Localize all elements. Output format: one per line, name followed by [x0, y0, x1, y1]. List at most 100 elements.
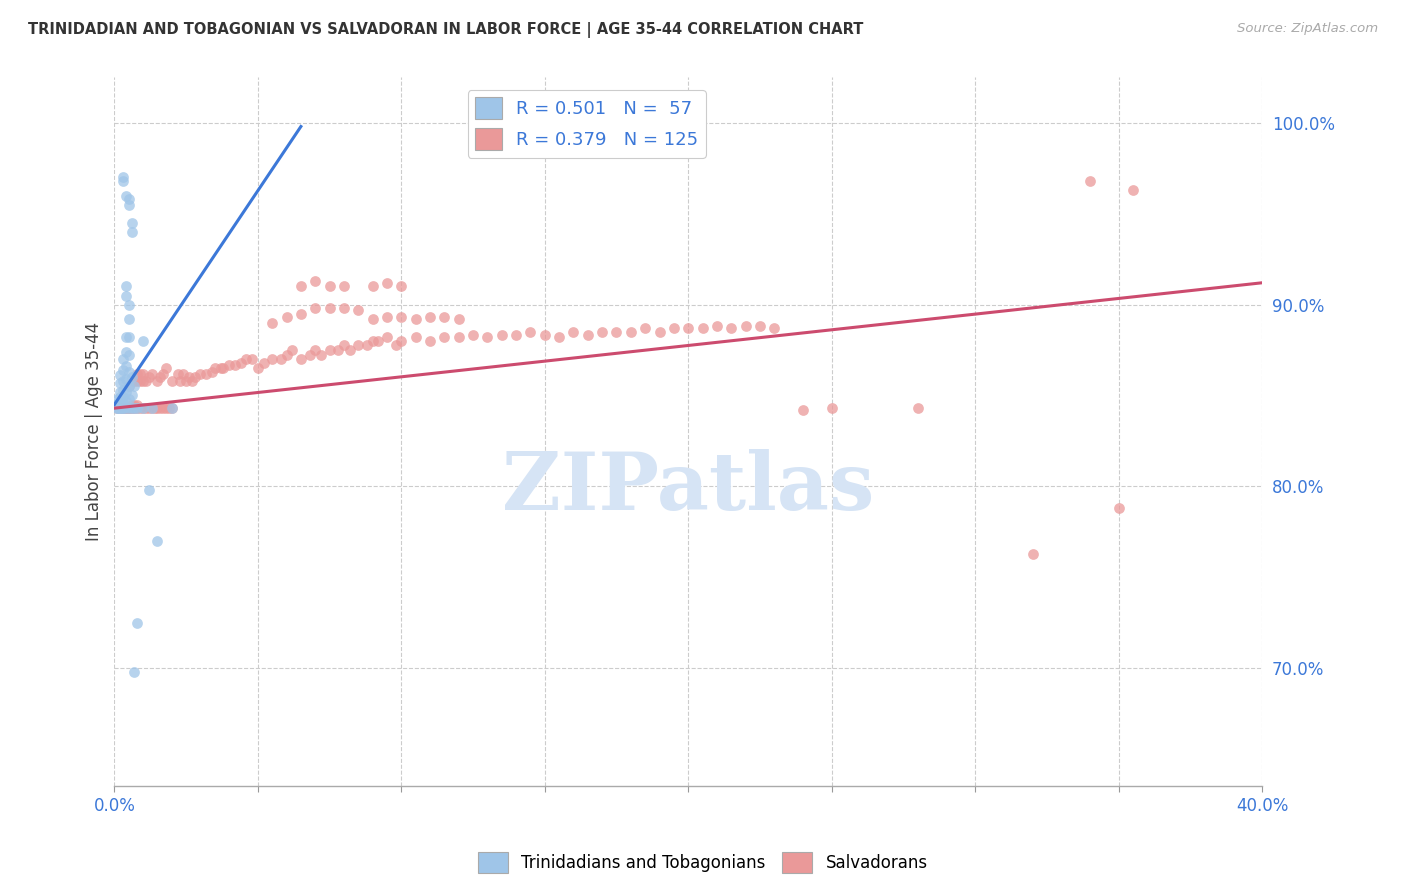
- Point: [127, 374, 149, 388]
- Point: [361, 312, 384, 326]
- Point: [270, 352, 292, 367]
- Point: [118, 365, 141, 379]
- Point: [115, 393, 138, 408]
- Point: [662, 321, 685, 335]
- Point: [115, 279, 138, 293]
- Point: [166, 367, 188, 381]
- Point: [135, 374, 157, 388]
- Point: [129, 367, 152, 381]
- Point: [105, 401, 128, 416]
- Point: [290, 279, 312, 293]
- Point: [115, 401, 138, 416]
- Point: [115, 359, 138, 374]
- Point: [121, 216, 143, 230]
- Point: [138, 401, 160, 416]
- Point: [132, 374, 155, 388]
- Point: [375, 330, 398, 344]
- Point: [146, 533, 169, 548]
- Point: [143, 401, 166, 416]
- Point: [333, 279, 356, 293]
- Point: [375, 310, 398, 325]
- Point: [1021, 547, 1043, 561]
- Point: [209, 361, 232, 376]
- Point: [262, 316, 284, 330]
- Point: [347, 337, 370, 351]
- Point: [1122, 183, 1144, 197]
- Point: [111, 401, 134, 416]
- Point: [108, 401, 131, 416]
- Point: [121, 388, 143, 402]
- Point: [132, 401, 155, 416]
- Legend: Trinidadians and Tobagonians, Salvadorans: Trinidadians and Tobagonians, Salvadoran…: [471, 846, 935, 880]
- Point: [1108, 501, 1130, 516]
- Point: [491, 328, 513, 343]
- Point: [1078, 174, 1101, 188]
- Point: [160, 401, 183, 416]
- Point: [405, 330, 427, 344]
- Point: [533, 328, 555, 343]
- Point: [339, 343, 361, 357]
- Point: [447, 312, 470, 326]
- Point: [124, 398, 146, 412]
- Point: [124, 379, 146, 393]
- Point: [361, 279, 384, 293]
- Point: [108, 376, 131, 390]
- Point: [155, 401, 177, 416]
- Point: [141, 367, 163, 381]
- Point: [201, 365, 224, 379]
- Point: [118, 401, 141, 416]
- Point: [127, 398, 149, 412]
- Point: [121, 225, 143, 239]
- Point: [172, 367, 194, 381]
- Point: [298, 349, 321, 363]
- Point: [108, 368, 131, 383]
- Point: [620, 325, 643, 339]
- Point: [318, 343, 340, 357]
- Point: [763, 321, 786, 335]
- Point: [111, 401, 134, 416]
- Point: [792, 403, 814, 417]
- Point: [262, 352, 284, 367]
- Point: [184, 370, 207, 384]
- Point: [548, 330, 571, 344]
- Point: [605, 325, 627, 339]
- Point: [127, 615, 149, 630]
- Point: [389, 279, 412, 293]
- Point: [433, 310, 456, 325]
- Point: [118, 379, 141, 393]
- Point: [195, 367, 218, 381]
- Point: [174, 374, 197, 388]
- Point: [333, 301, 356, 316]
- Point: [118, 379, 141, 393]
- Point: [124, 374, 146, 388]
- Text: ZIPatlas: ZIPatlas: [502, 450, 875, 527]
- Point: [447, 330, 470, 344]
- Point: [375, 276, 398, 290]
- Point: [149, 401, 172, 416]
- Point: [138, 370, 160, 384]
- Point: [124, 401, 146, 416]
- Point: [160, 401, 183, 416]
- Point: [347, 303, 370, 318]
- Point: [121, 370, 143, 384]
- Point: [118, 197, 141, 211]
- Point: [115, 401, 138, 416]
- Point: [127, 401, 149, 416]
- Point: [648, 325, 671, 339]
- Point: [115, 188, 138, 202]
- Point: [328, 343, 350, 357]
- Point: [108, 390, 131, 404]
- Point: [576, 328, 599, 343]
- Point: [105, 392, 128, 406]
- Point: [505, 328, 527, 343]
- Point: [124, 401, 146, 416]
- Point: [276, 310, 298, 325]
- Point: [155, 361, 177, 376]
- Point: [907, 401, 929, 416]
- Point: [108, 401, 131, 416]
- Point: [118, 312, 141, 326]
- Point: [356, 337, 378, 351]
- Point: [111, 374, 134, 388]
- Point: [118, 401, 141, 416]
- Point: [229, 356, 252, 370]
